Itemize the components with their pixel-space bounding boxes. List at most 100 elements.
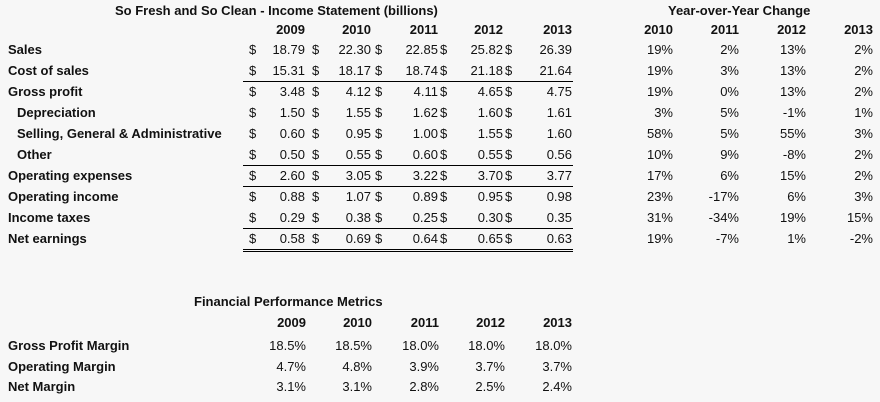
value-cell[interactable]: 0.88 [279,189,305,204]
metric-cell[interactable]: 18.0% [535,338,572,353]
value-cell[interactable]: 1.55 [345,105,371,120]
value-cell[interactable]: 0.38 [345,210,371,225]
value-cell[interactable]: 3.48 [279,84,305,99]
metric-cell[interactable]: 2.5% [475,379,505,394]
value-cell[interactable]: 0.56 [546,147,572,162]
yoy-cell[interactable]: -34% [708,210,739,225]
value-cell[interactable]: 4.75 [546,84,572,99]
value-cell[interactable]: 4.12 [345,84,371,99]
yoy-cell[interactable]: 15% [779,168,806,183]
value-cell[interactable]: 0.35 [546,210,572,225]
metric-cell[interactable]: 3.1% [276,379,306,394]
metric-cell[interactable]: 18.0% [468,338,505,353]
yoy-cell[interactable]: 6% [720,168,739,183]
yoy-cell[interactable]: -7% [715,231,739,246]
value-cell[interactable]: 0.89 [412,189,438,204]
value-cell[interactable]: 3.70 [477,168,503,183]
yoy-cell[interactable]: 58% [646,126,673,141]
value-cell[interactable]: 18.79 [272,42,305,57]
value-cell[interactable]: 1.61 [546,105,572,120]
value-cell[interactable]: 2.60 [279,168,305,183]
value-cell[interactable]: 1.62 [412,105,438,120]
metric-cell[interactable]: 2.8% [409,379,439,394]
metric-cell[interactable]: 4.8% [342,359,372,374]
value-cell[interactable]: 26.39 [539,42,572,57]
yoy-cell[interactable]: 2% [854,168,873,183]
yoy-cell[interactable]: 10% [646,147,673,162]
metric-cell[interactable]: 18.5% [269,338,306,353]
value-cell[interactable]: 0.60 [279,126,305,141]
metric-cell[interactable]: 3.7% [475,359,505,374]
value-cell[interactable]: 22.85 [405,42,438,57]
yoy-cell[interactable]: 23% [646,189,673,204]
metric-cell[interactable]: 3.7% [542,359,572,374]
value-cell[interactable]: 3.05 [345,168,371,183]
value-cell[interactable]: 1.60 [546,126,572,141]
yoy-cell[interactable]: 2% [854,147,873,162]
value-cell[interactable]: 0.64 [412,231,438,246]
value-cell[interactable]: 0.98 [546,189,572,204]
value-cell[interactable]: 18.74 [405,63,438,78]
value-cell[interactable]: 3.22 [412,168,438,183]
metric-cell[interactable]: 18.5% [335,338,372,353]
value-cell[interactable]: 25.82 [470,42,503,57]
yoy-cell[interactable]: 17% [646,168,673,183]
value-cell[interactable]: 4.65 [477,84,503,99]
yoy-cell[interactable]: 5% [720,126,739,141]
value-cell[interactable]: 0.65 [477,231,503,246]
value-cell[interactable]: 1.55 [477,126,503,141]
value-cell[interactable]: 0.29 [279,210,305,225]
yoy-cell[interactable]: 13% [779,84,806,99]
yoy-cell[interactable]: 15% [846,210,873,225]
value-cell[interactable]: 0.25 [412,210,438,225]
value-cell[interactable]: 21.64 [539,63,572,78]
yoy-cell[interactable]: 19% [646,42,673,57]
value-cell[interactable]: 0.55 [345,147,371,162]
metric-cell[interactable]: 2.4% [542,379,572,394]
value-cell[interactable]: 1.00 [412,126,438,141]
yoy-cell[interactable]: 3% [654,105,673,120]
yoy-cell[interactable]: 2% [720,42,739,57]
yoy-cell[interactable]: 9% [720,147,739,162]
value-cell[interactable]: 1.07 [345,189,371,204]
value-cell[interactable]: 0.50 [279,147,305,162]
value-cell[interactable]: 21.18 [470,63,503,78]
yoy-cell[interactable]: 19% [779,210,806,225]
yoy-cell[interactable]: 3% [854,126,873,141]
value-cell[interactable]: 0.55 [477,147,503,162]
value-cell[interactable]: 1.50 [279,105,305,120]
value-cell[interactable]: 0.30 [477,210,503,225]
yoy-cell[interactable]: 1% [854,105,873,120]
yoy-cell[interactable]: -8% [782,147,806,162]
value-cell[interactable]: 4.11 [413,84,438,99]
yoy-cell[interactable]: 5% [720,105,739,120]
yoy-cell[interactable]: 13% [779,63,806,78]
value-cell[interactable]: 0.69 [345,231,371,246]
metric-cell[interactable]: 4.7% [276,359,306,374]
yoy-cell[interactable]: 2% [854,84,873,99]
yoy-cell[interactable]: 3% [854,189,873,204]
metric-cell[interactable]: 3.1% [342,379,372,394]
metric-cell[interactable]: 18.0% [402,338,439,353]
yoy-cell[interactable]: 19% [646,63,673,78]
value-cell[interactable]: 0.95 [345,126,371,141]
yoy-cell[interactable]: 31% [646,210,673,225]
value-cell[interactable]: 0.58 [279,231,305,246]
yoy-cell[interactable]: 2% [854,42,873,57]
value-cell[interactable]: 18.17 [338,63,371,78]
value-cell[interactable]: 22.30 [338,42,371,57]
yoy-cell[interactable]: 19% [646,84,673,99]
yoy-cell[interactable]: 6% [787,189,806,204]
yoy-cell[interactable]: -17% [708,189,739,204]
yoy-cell[interactable]: 2% [854,63,873,78]
yoy-cell[interactable]: 0% [720,84,739,99]
value-cell[interactable]: 3.77 [546,168,572,183]
yoy-cell[interactable]: 19% [646,231,673,246]
metric-cell[interactable]: 3.9% [409,359,439,374]
value-cell[interactable]: 15.31 [272,63,305,78]
yoy-cell[interactable]: -2% [849,231,873,246]
value-cell[interactable]: 0.60 [412,147,438,162]
yoy-cell[interactable]: 3% [720,63,739,78]
yoy-cell[interactable]: -1% [782,105,806,120]
value-cell[interactable]: 0.63 [546,231,572,246]
